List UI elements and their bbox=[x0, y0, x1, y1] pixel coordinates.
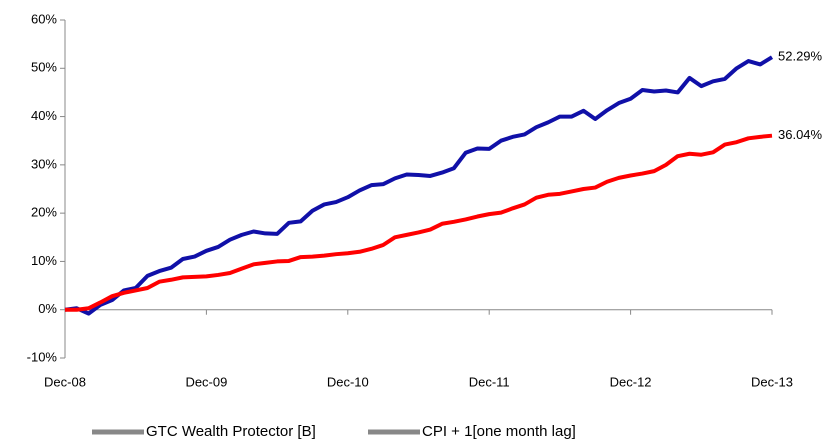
legend-label: CPI + 1[one month lag] bbox=[422, 423, 576, 440]
value-label: 36.04% bbox=[778, 127, 823, 142]
x-tick-label: Dec-09 bbox=[185, 374, 227, 389]
y-tick-label: 20% bbox=[31, 205, 57, 220]
series-line bbox=[64, 55, 774, 316]
x-tick-label: Dec-12 bbox=[610, 374, 652, 389]
x-tick-label: Dec-10 bbox=[327, 374, 369, 389]
y-tick-label: 50% bbox=[31, 60, 57, 75]
y-tick-label: 60% bbox=[31, 11, 57, 26]
y-tick-label: -10% bbox=[27, 349, 58, 364]
series-line bbox=[65, 133, 773, 312]
x-tick-label: Dec-11 bbox=[469, 374, 510, 389]
x-tick-label: Dec-13 bbox=[751, 374, 793, 389]
x-tick-label: Dec-08 bbox=[44, 374, 86, 389]
y-tick-label: 40% bbox=[31, 108, 57, 123]
legend-label: GTC Wealth Protector [B] bbox=[146, 423, 316, 440]
y-tick-label: 0% bbox=[38, 301, 57, 316]
y-tick-label: 10% bbox=[31, 253, 57, 268]
value-label: 52.29% bbox=[778, 49, 823, 64]
y-tick-label: 30% bbox=[31, 156, 57, 171]
